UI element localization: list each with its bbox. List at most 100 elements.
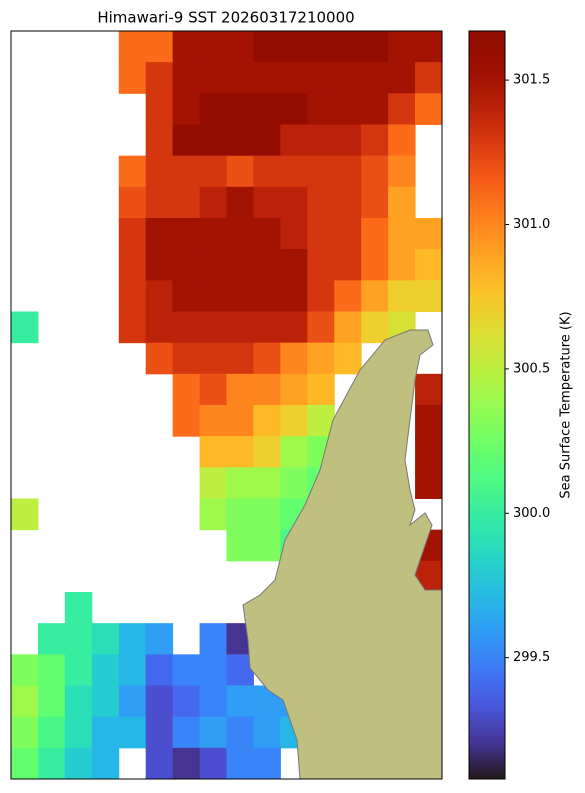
cell (145, 685, 174, 718)
cell (307, 373, 335, 406)
cell (118, 311, 147, 344)
cell (226, 342, 254, 375)
cell (280, 467, 308, 499)
cell (334, 249, 362, 281)
cell (172, 405, 201, 437)
cell (145, 155, 174, 188)
cell (91, 623, 120, 655)
cell (226, 529, 254, 562)
cell (388, 93, 416, 125)
cell (334, 218, 362, 250)
cell (307, 93, 335, 125)
cell (172, 716, 201, 749)
cell (361, 155, 389, 188)
cell (361, 62, 389, 94)
cell (415, 218, 443, 250)
cell (118, 249, 147, 281)
cell (307, 249, 335, 281)
cell (253, 373, 281, 406)
cell (280, 311, 308, 344)
heatmap (11, 31, 443, 780)
cell (307, 342, 335, 375)
cell (253, 498, 281, 531)
cell (118, 685, 147, 718)
cell (172, 685, 201, 718)
cell (64, 716, 93, 749)
cell (226, 405, 254, 437)
cell (226, 747, 254, 780)
cell (118, 623, 147, 655)
cell (334, 155, 362, 188)
cell (226, 186, 254, 219)
cell (253, 249, 281, 281)
cell (280, 373, 308, 406)
cell (118, 218, 147, 250)
cell (199, 62, 227, 94)
cell (37, 654, 66, 686)
cell (361, 218, 389, 250)
cell (91, 716, 120, 749)
cell (172, 373, 201, 406)
cell (37, 747, 66, 780)
cell (226, 62, 254, 94)
cell (226, 155, 254, 188)
cell (172, 218, 201, 250)
cell (388, 218, 416, 250)
cell (118, 62, 147, 94)
cell (199, 311, 227, 344)
cell (361, 311, 389, 344)
cell (64, 654, 93, 686)
cell (253, 218, 281, 250)
cell (388, 186, 416, 219)
cell (11, 654, 39, 686)
cell (226, 467, 254, 499)
cell (172, 93, 201, 125)
cell (199, 249, 227, 281)
cell (415, 373, 443, 406)
cell (307, 62, 335, 94)
cell (172, 31, 201, 63)
cell (388, 249, 416, 281)
cell (199, 498, 227, 531)
cell (361, 93, 389, 125)
cell (226, 311, 254, 344)
cell (226, 280, 254, 312)
cell (253, 280, 281, 312)
cell (280, 280, 308, 312)
cell (226, 31, 254, 63)
cell (172, 155, 201, 188)
cell (145, 186, 174, 219)
cell (199, 467, 227, 499)
cell (388, 62, 416, 94)
cell (199, 747, 227, 780)
cell (226, 716, 254, 749)
cell (253, 405, 281, 437)
cell (415, 280, 443, 312)
cell (361, 31, 389, 63)
cell (226, 124, 254, 157)
cell (334, 31, 362, 63)
cell (361, 280, 389, 312)
cell (199, 436, 227, 468)
cell (334, 311, 362, 344)
cell (37, 623, 66, 655)
cell (280, 93, 308, 125)
cell (415, 31, 443, 63)
cell (64, 747, 93, 780)
cell (64, 685, 93, 718)
cell (145, 93, 174, 125)
cell (361, 186, 389, 219)
cell (253, 467, 281, 499)
cell (307, 155, 335, 188)
cell (37, 716, 66, 749)
cell (253, 436, 281, 468)
cell (11, 498, 39, 531)
cell (172, 311, 201, 344)
cell (361, 249, 389, 281)
cell (253, 62, 281, 94)
cell (280, 186, 308, 219)
cell (199, 373, 227, 406)
cell (91, 654, 120, 686)
cell (361, 124, 389, 157)
